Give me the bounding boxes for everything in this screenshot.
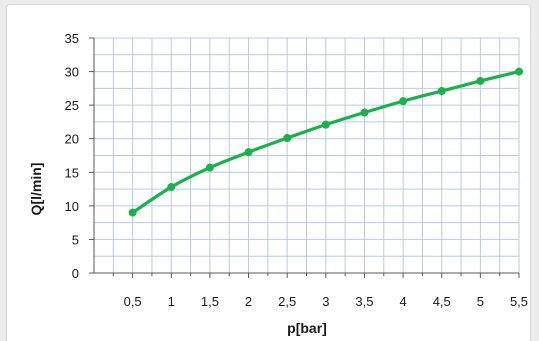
series <box>128 67 523 217</box>
axes <box>89 37 520 278</box>
x-tick-label: 3,5 <box>355 294 373 309</box>
y-tick-label: 10 <box>65 199 79 214</box>
x-tick-labels: 0,5 1 1,5 2 2,5 3 3,5 4 4,5 5 5,5 <box>124 294 528 309</box>
data-point <box>167 183 176 192</box>
data-point <box>360 108 369 117</box>
data-point <box>244 148 253 157</box>
x-tick-label: 1 <box>168 294 175 309</box>
x-tick-label: 4 <box>399 294 406 309</box>
y-tick-label: 0 <box>72 266 79 281</box>
data-point <box>515 67 523 76</box>
y-tick-label: 20 <box>65 132 79 147</box>
data-point <box>205 163 214 172</box>
data-point <box>437 87 446 96</box>
data-point <box>399 97 408 106</box>
x-tick-label: 0,5 <box>124 294 142 309</box>
x-tick-label: 2 <box>245 294 252 309</box>
x-tick-label: 1,5 <box>201 294 219 309</box>
data-point <box>476 76 485 85</box>
y-tick-label: 35 <box>65 31 79 46</box>
y-tick-labels: 0 5 10 15 20 25 30 35 <box>65 31 79 281</box>
x-tick-label: 3 <box>322 294 329 309</box>
x-tick-label: 4,5 <box>433 294 451 309</box>
x-axis-title: p[bar] <box>287 320 327 336</box>
y-tick-label: 30 <box>65 65 79 80</box>
gridlines <box>94 37 520 273</box>
y-tick-label: 5 <box>72 232 79 247</box>
x-tick-label: 5,5 <box>510 294 528 309</box>
y-tick-label: 25 <box>65 98 79 113</box>
x-tick-label: 2,5 <box>278 294 296 309</box>
data-point <box>128 208 137 217</box>
y-tick-label: 15 <box>65 165 79 180</box>
data-point <box>283 134 292 143</box>
y-axis-title: Q[l/min] <box>28 163 44 216</box>
data-point <box>321 120 330 129</box>
x-tick-label: 5 <box>477 294 484 309</box>
